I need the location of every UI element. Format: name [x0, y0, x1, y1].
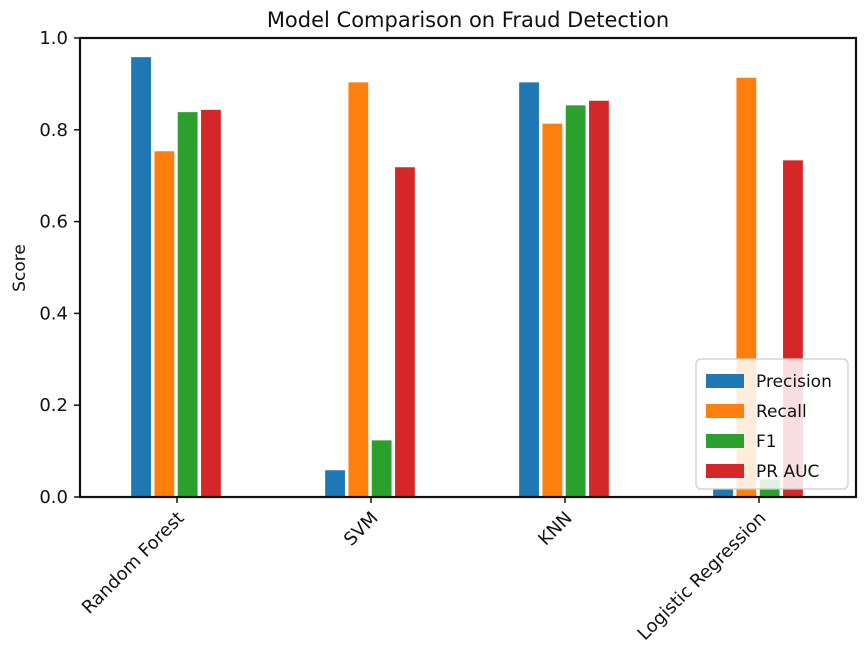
legend-swatch-precision	[706, 374, 744, 388]
legend-label-f1: F1	[756, 432, 777, 452]
legend-swatch-pr-auc	[706, 464, 744, 478]
y-tick-label: 0.0	[39, 487, 68, 508]
legend-label-pr-auc: PR AUC	[756, 462, 819, 482]
bar-svm-recall	[346, 80, 370, 498]
x-tick-label-random-forest: Random Forest	[78, 508, 189, 619]
bar-knn-f1	[564, 103, 588, 498]
y-ticks: 0.0 0.2 0.4 0.6 0.8 1.0	[39, 28, 80, 508]
y-tick-label: 0.2	[39, 395, 68, 416]
bar-svm-precision	[323, 468, 347, 498]
bar-random-forest-pr-auc	[199, 108, 223, 498]
x-tick-label-svm: SVM	[340, 508, 383, 551]
legend-swatch-recall	[706, 404, 744, 418]
plot-frame	[78, 36, 858, 499]
chart-title: Model Comparison on Fraud Detection	[267, 8, 669, 32]
legend: Precision Recall F1 PR AUC	[695, 358, 849, 490]
x-tick-label-logistic-regression: Logistic Regression	[634, 508, 771, 645]
y-tick-label: 0.8	[39, 120, 68, 141]
y-tick-label: 0.6	[39, 212, 68, 233]
legend-box	[695, 358, 849, 490]
bar-knn-precision	[517, 80, 541, 498]
legend-label-recall: Recall	[756, 402, 807, 422]
bar-knn-pr-auc	[587, 99, 611, 498]
bar-svm-pr-auc	[393, 165, 417, 498]
bar-random-forest-f1	[176, 110, 200, 498]
x-tick-label-knn: KNN	[534, 508, 576, 550]
y-tick-label: 0.4	[39, 303, 68, 324]
legend-swatch-f1	[706, 434, 744, 448]
bar-random-forest-precision	[129, 55, 153, 498]
bar-knn-recall	[540, 122, 564, 498]
x-ticks: Random Forest SVM KNN Logistic Regression	[78, 497, 771, 645]
y-axis-label: Score	[10, 244, 30, 292]
bar-svm-f1	[370, 438, 394, 498]
y-tick-label: 1.0	[39, 28, 68, 49]
bar-random-forest-recall	[152, 149, 176, 498]
legend-label-precision: Precision	[756, 372, 832, 392]
